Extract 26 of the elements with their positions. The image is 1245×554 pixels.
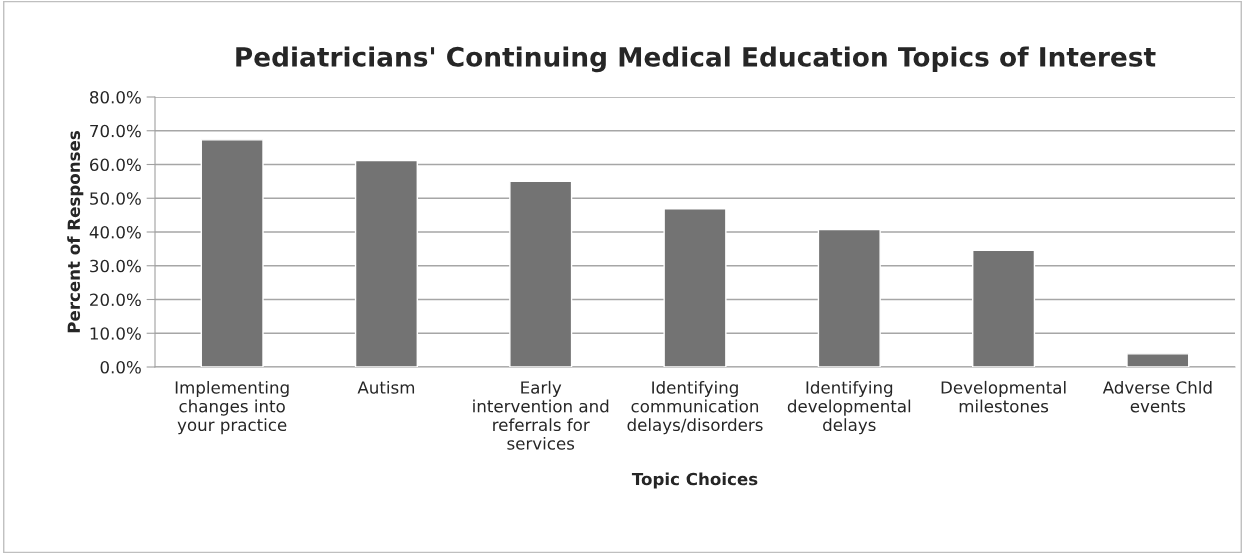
x-tick-label: Autism: [357, 380, 415, 394]
bar: [509, 180, 573, 367]
x-tick-label: Adverse Chld events: [1102, 380, 1212, 413]
y-tick-label: 50.0%: [90, 192, 141, 205]
chart-title: Pediatricians' Continuing Medical Education Topics of Interest: [236, 46, 1156, 73]
y-tick-label: 60.0%: [90, 158, 141, 172]
bar: [817, 228, 881, 367]
x-axis-title: Topic Choices: [631, 472, 758, 489]
x-tick-label: Identifying developmental delays: [787, 380, 911, 435]
x-tick-label: Implementing changes into your practice: [175, 380, 289, 435]
x-tick-label: Early intervention and referrals for services: [473, 380, 609, 450]
y-tick-label: 80.0%: [89, 90, 141, 104]
y-tick-label: 0.0%: [100, 360, 141, 374]
bar: [1126, 353, 1190, 367]
y-tick-label: 70.0%: [90, 124, 141, 138]
x-tick-label: Identifying communication delays/disorders: [627, 380, 763, 435]
x-tick-label: Developmental milestones: [941, 380, 1066, 413]
y-tick-label: 30.0%: [90, 259, 141, 273]
bar: [200, 139, 264, 367]
bar: [972, 249, 1036, 367]
y-axis-title: Percent of Responses: [67, 131, 84, 333]
y-tick-label: 10.0%: [90, 327, 141, 340]
y-tick-label: 40.0%: [89, 225, 141, 239]
y-tick-label: 20.0%: [90, 293, 141, 307]
bar: [663, 208, 727, 367]
bar: [354, 159, 418, 367]
